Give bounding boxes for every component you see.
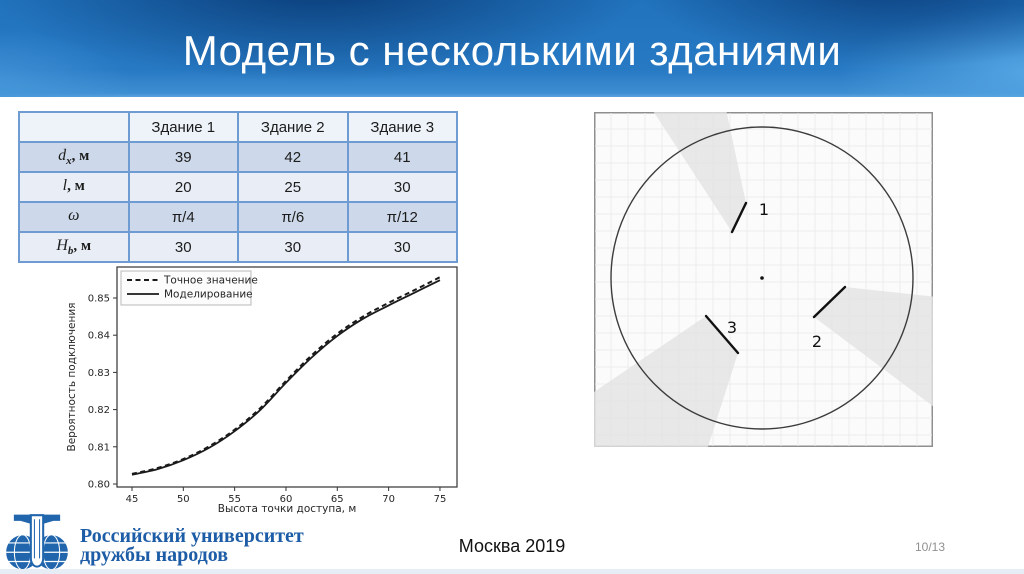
page-number: 10/13 [915,540,946,554]
svg-text:50: 50 [177,494,190,505]
param-value: 42 [237,141,349,173]
university-name-line1: Российский университет [80,525,304,547]
svg-text:1: 1 [759,200,769,219]
table-row: l, м 20 25 30 [18,171,458,203]
column-header: Здание 2 [237,111,349,143]
param-value: 39 [127,141,239,173]
param-value: π/12 [346,201,458,233]
slide-title: Модель с несколькими зданиями [182,26,842,74]
svg-text:3: 3 [727,318,737,337]
svg-text:0.81: 0.81 [88,442,110,453]
svg-text:0.83: 0.83 [88,368,110,379]
table-corner-cell [18,111,130,143]
svg-text:Точное значение: Точное значение [163,275,258,287]
table-row: ω π/4 π/6 π/12 [18,201,458,233]
city-year-label: Москва 2019 [458,536,566,556]
table-row: dx, м 39 42 41 [18,141,458,173]
svg-text:70: 70 [382,494,395,505]
svg-text:0.84: 0.84 [88,331,110,342]
buildings-layout-diagram: 1 2 3 [538,0,1024,574]
param-value: 30 [346,231,458,263]
svg-text:0.85: 0.85 [88,293,110,304]
svg-text:2: 2 [812,332,822,351]
param-label: dx, м [18,141,130,173]
university-name-line2: дружбы народов [80,544,229,566]
svg-text:Высота точки доступа, м: Высота точки доступа, м [218,503,357,515]
column-header: Здание 1 [127,111,239,143]
svg-text:55: 55 [228,494,241,505]
svg-text:60: 60 [280,494,293,505]
bottom-strip [0,569,1024,574]
title-banner: Модель с несколькими зданиями [0,0,1024,97]
param-value: 20 [127,171,239,203]
svg-text:Моделирование: Моделирование [164,289,253,301]
svg-text:45: 45 [126,494,139,505]
param-value: 30 [127,231,239,263]
param-value: 25 [237,171,349,203]
svg-text:65: 65 [331,494,344,505]
param-value: 41 [346,141,458,173]
column-header: Здание 3 [346,111,458,143]
parameters-table: Здание 1 Здание 2 Здание 3 dx, м 39 42 4… [18,111,458,263]
param-value: π/6 [237,201,349,233]
svg-text:0.82: 0.82 [88,405,110,416]
param-value: 30 [237,231,349,263]
table-header-row: Здание 1 Здание 2 Здание 3 [18,111,458,143]
param-label: Hb, м [18,231,130,263]
rudn-logo-icon [5,513,69,571]
param-label: l, м [18,171,130,203]
param-label: ω [18,201,130,233]
table-row: Hb, м 30 30 30 [18,231,458,263]
university-name: Российский университет дружбы народов [80,525,304,566]
param-value: π/4 [127,201,239,233]
param-value: 30 [346,171,458,203]
connection-probability-chart: 45 50 55 60 65 70 75 0.80 0.81 0.82 0.83 0.84 0.85 Вы… [62,262,466,515]
svg-text:0.80: 0.80 [88,479,110,490]
svg-text:Вероятность подключения: Вероятность подключения [66,303,78,452]
svg-text:75: 75 [434,494,447,505]
